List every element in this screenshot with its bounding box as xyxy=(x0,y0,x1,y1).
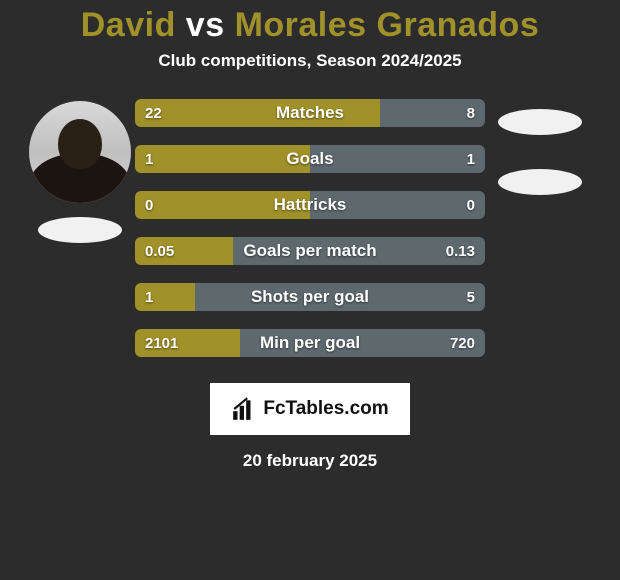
stat-right-value: 1 xyxy=(467,145,475,173)
stat-bar: 11Goals xyxy=(135,145,485,173)
stat-bars: 228Matches11Goals00Hattricks0.050.13Goal… xyxy=(135,99,485,357)
stat-right-value: 8 xyxy=(467,99,475,127)
stat-left-value: 1 xyxy=(145,145,153,173)
stat-bar-right-seg xyxy=(195,283,486,311)
stat-left-value: 1 xyxy=(145,283,153,311)
player-left-side xyxy=(25,99,135,243)
page-title: David vs Morales Granados xyxy=(0,6,620,45)
player-right-flag-2 xyxy=(498,169,582,195)
stat-right-value: 0 xyxy=(467,191,475,219)
content-row: 228Matches11Goals00Hattricks0.050.13Goal… xyxy=(0,99,620,357)
stat-bar: 228Matches xyxy=(135,99,485,127)
stat-bar: 15Shots per goal xyxy=(135,283,485,311)
avatar-head xyxy=(58,119,102,169)
stat-right-value: 0.13 xyxy=(446,237,475,265)
stat-bar-right-seg xyxy=(310,191,485,219)
brand-badge: FcTables.com xyxy=(210,383,410,435)
stat-bar: 2101720Min per goal xyxy=(135,329,485,357)
stat-right-value: 5 xyxy=(467,283,475,311)
stat-left-value: 22 xyxy=(145,99,162,127)
subtitle: Club competitions, Season 2024/2025 xyxy=(0,51,620,71)
stat-bar-left-seg xyxy=(135,99,380,127)
stat-bar: 00Hattricks xyxy=(135,191,485,219)
player-right-flag-1 xyxy=(498,109,582,135)
stat-bar: 0.050.13Goals per match xyxy=(135,237,485,265)
bars-chart-icon xyxy=(231,396,257,422)
title-player-left: David xyxy=(81,6,176,44)
stat-bar-left-seg xyxy=(135,191,310,219)
title-vs: vs xyxy=(186,6,225,44)
footer-date: 20 february 2025 xyxy=(0,451,620,471)
stat-left-value: 0 xyxy=(145,191,153,219)
comparison-infographic: { "header": { "title_left": "David", "ti… xyxy=(0,6,620,580)
stat-bar-left-seg xyxy=(135,145,310,173)
brand-text: FcTables.com xyxy=(263,398,388,420)
stat-right-value: 720 xyxy=(450,329,475,357)
stat-bar-right-seg xyxy=(240,329,485,357)
player-left-avatar xyxy=(29,101,131,203)
stat-bar-left-seg xyxy=(135,283,195,311)
title-player-right: Morales Granados xyxy=(235,6,540,44)
stat-bar-right-seg xyxy=(310,145,485,173)
stat-left-value: 2101 xyxy=(145,329,178,357)
stat-left-value: 0.05 xyxy=(145,237,174,265)
player-right-side xyxy=(485,99,595,195)
player-left-flag xyxy=(38,217,122,243)
